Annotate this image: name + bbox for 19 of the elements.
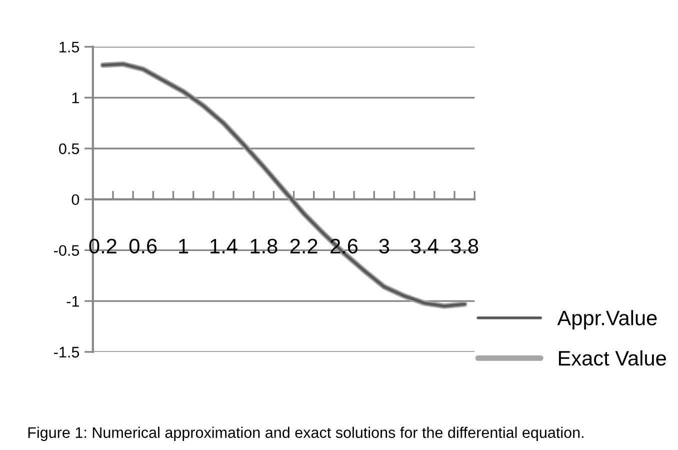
caption: Figure 1: Numerical approximation and exact solutions for the differential equation. <box>28 426 584 441</box>
legend-label: Appr.Value <box>557 310 657 330</box>
y-tick-label: -1 <box>66 296 79 307</box>
x-tick-label: 3 <box>379 238 390 254</box>
y-tick-label: 0.5 <box>59 143 80 154</box>
y-tick-label: -0.5 <box>54 245 80 256</box>
x-tick-label: 0.2 <box>89 238 116 254</box>
x-tick-label: 3.8 <box>450 238 478 254</box>
y-tick-label: 0 <box>72 194 80 206</box>
legend-label: Exact Value <box>558 350 666 366</box>
x-tick-label: 0.6 <box>129 238 157 254</box>
x-tick-label: 3.4 <box>410 238 438 254</box>
y-tick-label: 1 <box>72 92 79 104</box>
x-tick-label: 1 <box>179 239 188 254</box>
x-tick-label: 1.8 <box>250 238 278 254</box>
y-tick-label: -1.5 <box>54 346 80 358</box>
x-tick-label: 1.4 <box>210 239 238 254</box>
x-tick-label: 2.2 <box>290 238 318 254</box>
y-tick-label: 1.5 <box>60 42 80 52</box>
